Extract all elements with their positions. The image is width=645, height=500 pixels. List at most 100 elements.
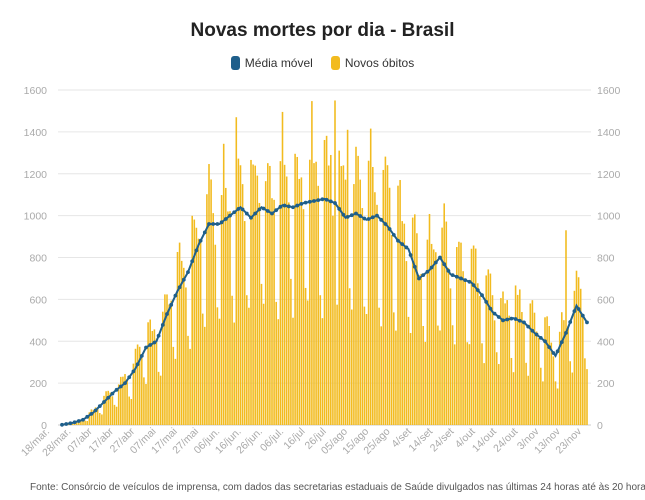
bar-daily-deaths	[199, 241, 202, 425]
bar-daily-deaths	[405, 261, 408, 425]
bar-daily-deaths	[390, 235, 393, 425]
bar-daily-deaths	[141, 357, 143, 425]
moving-average-point	[131, 369, 136, 374]
legend-swatch-line	[230, 56, 240, 70]
bar-daily-deaths	[105, 391, 107, 425]
bar-daily-deaths	[474, 248, 477, 425]
y-tick-label-left: 600	[29, 294, 47, 306]
bar-daily-deaths	[279, 161, 282, 425]
bar-daily-deaths	[126, 379, 128, 425]
bar-daily-deaths	[145, 384, 147, 425]
bar-daily-deaths	[546, 316, 548, 425]
moving-average-point	[555, 349, 560, 354]
bar-daily-deaths	[441, 227, 443, 425]
moving-average-point	[349, 213, 354, 218]
bar-daily-deaths	[92, 409, 95, 425]
bar-daily-deaths	[132, 363, 135, 425]
moving-average-point	[114, 387, 119, 392]
legend-item-daily-deaths[interactable]: Novos óbitos	[330, 56, 415, 70]
y-tick-label-right: 0	[597, 420, 603, 432]
bar-daily-deaths	[445, 221, 448, 425]
bar-daily-deaths	[166, 294, 168, 425]
moving-average-point	[572, 309, 577, 313]
bar-daily-deaths	[323, 139, 326, 425]
bar-daily-deaths	[208, 164, 210, 425]
bar-daily-deaths	[577, 277, 580, 425]
moving-average-point	[484, 299, 489, 304]
bar-daily-deaths	[174, 358, 177, 425]
bar-daily-deaths	[498, 364, 500, 425]
moving-average-point	[123, 381, 127, 386]
bar-daily-deaths	[197, 238, 200, 425]
bar-daily-deaths	[164, 294, 166, 425]
bar-daily-deaths	[437, 325, 439, 425]
bar-daily-deaths	[458, 241, 460, 425]
bar-daily-deaths	[101, 414, 103, 425]
bar-daily-deaths	[579, 288, 582, 425]
x-tick-label: 16/jul	[281, 426, 307, 452]
bar-daily-deaths	[172, 346, 175, 425]
moving-average-point	[291, 205, 295, 210]
bar-daily-deaths	[315, 161, 317, 425]
bar-daily-deaths	[86, 420, 88, 425]
y-tick-label-left: 400	[29, 336, 47, 348]
moving-average-point	[186, 270, 190, 275]
moving-average-point	[580, 313, 585, 318]
bar-daily-deaths	[227, 211, 229, 425]
moving-average-point	[547, 345, 552, 350]
moving-average-point	[68, 421, 73, 426]
bar-daily-deaths	[183, 267, 185, 425]
bar-daily-deaths	[462, 271, 464, 425]
bar-daily-deaths	[573, 290, 576, 425]
bar-daily-deaths	[134, 348, 137, 425]
bar-daily-deaths	[378, 307, 380, 425]
bar-daily-deaths	[168, 304, 170, 425]
bar-daily-deaths	[397, 185, 399, 425]
moving-average-point	[249, 215, 253, 220]
bar-daily-deaths	[481, 343, 483, 425]
moving-average-point	[303, 200, 308, 205]
legend-item-moving-average[interactable]: Média móvel	[230, 56, 313, 70]
bar-daily-deaths	[332, 215, 334, 425]
moving-average-point	[265, 209, 270, 213]
bar-daily-deaths	[527, 375, 529, 425]
bar-daily-deaths	[250, 159, 252, 426]
moving-average-point	[106, 395, 111, 400]
bar-daily-deaths	[109, 392, 112, 425]
bar-daily-deaths	[122, 376, 124, 425]
bar-daily-deaths	[258, 202, 261, 425]
bar-daily-deaths	[430, 243, 433, 425]
bar-daily-deaths	[235, 117, 238, 425]
moving-average-point	[202, 230, 207, 235]
bar-daily-deaths	[162, 311, 164, 425]
bar-daily-deaths	[185, 287, 187, 425]
moving-average-point	[442, 262, 447, 267]
moving-average-point	[274, 208, 279, 213]
bar-daily-deaths	[178, 242, 181, 425]
bar-daily-deaths	[267, 163, 269, 425]
bar-daily-deaths	[124, 374, 126, 425]
bar-daily-deaths	[340, 166, 343, 425]
moving-average-point	[64, 422, 69, 426]
moving-average-point	[198, 238, 203, 243]
bar-daily-deaths	[120, 376, 122, 425]
moving-average-point	[144, 345, 148, 350]
bar-daily-deaths	[313, 163, 315, 425]
bar-daily-deaths	[493, 320, 496, 425]
moving-average-point	[383, 222, 388, 226]
legend-swatch-bars	[330, 56, 340, 70]
bar-daily-deaths	[246, 295, 248, 425]
bar-daily-deaths	[233, 322, 235, 425]
moving-average-point	[362, 216, 367, 221]
bar-daily-deaths	[147, 322, 149, 425]
bar-daily-deaths	[575, 270, 578, 425]
bar-daily-deaths	[525, 362, 527, 425]
bar-daily-deaths	[508, 315, 511, 425]
moving-average-point	[173, 293, 178, 298]
bar-daily-deaths	[487, 269, 490, 425]
bar-daily-deaths	[342, 165, 345, 425]
bar-daily-deaths	[321, 318, 324, 425]
legend-label-daily-deaths: Novos óbitos	[344, 56, 415, 70]
bar-daily-deaths	[418, 274, 420, 425]
